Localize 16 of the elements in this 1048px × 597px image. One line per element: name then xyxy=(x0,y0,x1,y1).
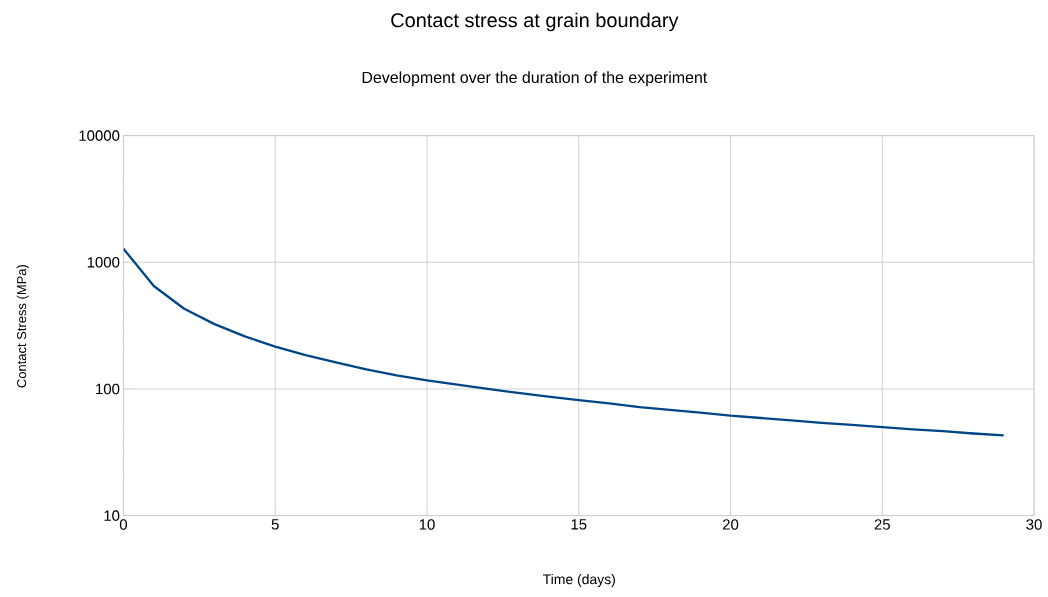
x-tick-label: 15 xyxy=(571,518,587,530)
x-axis-title: Time (days) xyxy=(542,573,615,587)
chart-subtitle: Development over the duration of the experiment xyxy=(362,71,708,87)
x-tick-label: 30 xyxy=(1026,518,1042,530)
x-tick-label: 25 xyxy=(874,518,890,530)
y-axis-title: Contact Stress (MPa) xyxy=(16,264,29,388)
x-tick-label: 10 xyxy=(419,518,435,530)
y-tick-label: 1000 xyxy=(87,256,120,268)
y-tick-label: 100 xyxy=(96,383,120,395)
y-tick-label: 10 xyxy=(104,510,120,521)
line-series xyxy=(123,247,1005,437)
x-tick-label: 20 xyxy=(722,518,739,530)
chart-title: Contact stress at grain boundary xyxy=(391,12,679,32)
x-tick-label: 0 xyxy=(119,518,128,530)
x-tick-label: 5 xyxy=(271,518,279,530)
y-tick-label: 10000 xyxy=(79,130,120,141)
